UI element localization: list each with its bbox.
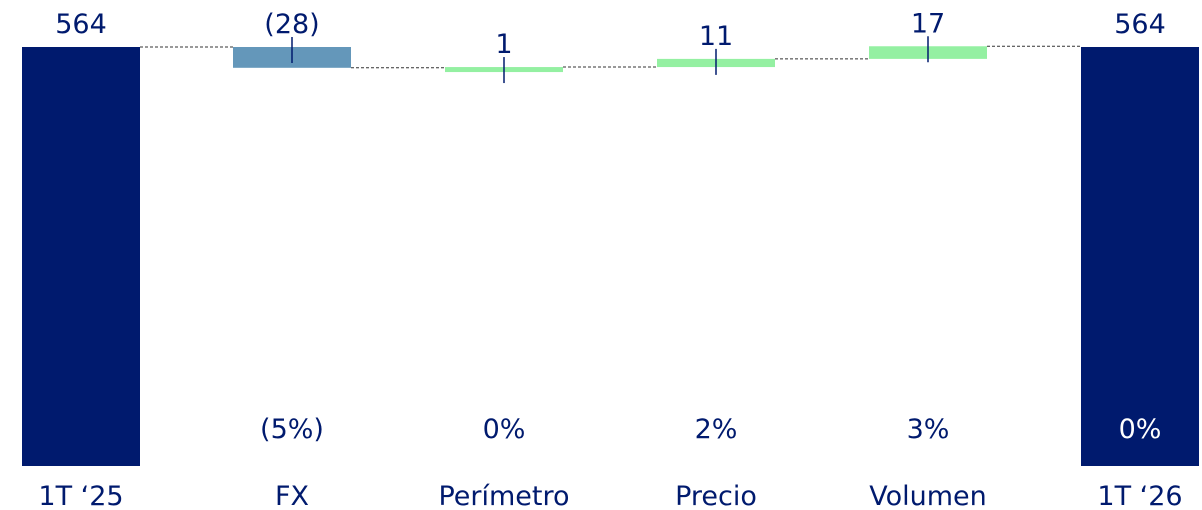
category-label-4: Precio: [675, 481, 757, 510]
connector-lines: [140, 45, 1081, 69]
value-label-6: 564: [1114, 9, 1166, 40]
category-label-2: FX: [275, 481, 309, 510]
category-label-1: 1T ‘25: [38, 481, 123, 510]
pct-label-4: 2%: [695, 414, 738, 445]
value-label-5: 17: [911, 8, 945, 39]
pct-label-3: 0%: [483, 414, 526, 445]
category-label-3: Perímetro: [438, 481, 569, 510]
value-label-2: (28): [264, 9, 319, 40]
bar-6: [1081, 47, 1199, 466]
pct-label-6: 0%: [1119, 414, 1162, 445]
value-label-4: 11: [699, 21, 733, 52]
tick-marks: [291, 36, 929, 84]
pct-label-5: 3%: [907, 414, 950, 445]
pct-label-2: (5%): [260, 414, 324, 445]
category-label-5: Volumen: [869, 481, 987, 510]
value-label-3: 1: [495, 29, 512, 60]
value-label-1: 564: [55, 9, 107, 40]
bar-1: [22, 47, 140, 466]
labels-group: 564 (28)1 11 17 564(5%) 0% 2% 3% 0%1T ‘25 FX Perím…: [38, 8, 1182, 510]
bars-group: [22, 46, 1199, 466]
category-label-6: 1T ‘26: [1097, 481, 1182, 510]
